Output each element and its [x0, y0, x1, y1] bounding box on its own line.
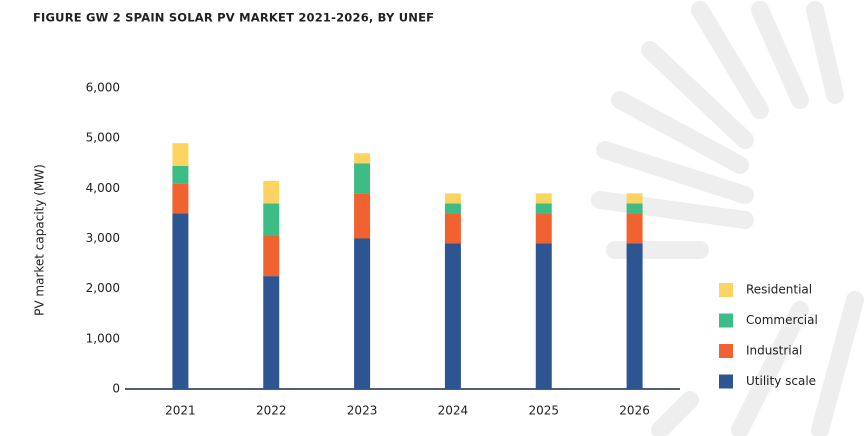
legend-swatch [719, 283, 733, 297]
bar-segment [444, 213, 461, 244]
y-tick-label: 1,000 [86, 331, 120, 345]
bar-segment [626, 243, 643, 389]
chart-title: FIGURE GW 2 SPAIN SOLAR PV MARKET 2021-2… [33, 11, 434, 25]
ray [596, 141, 754, 204]
ray [641, 41, 754, 149]
ray [811, 291, 864, 436]
bar-segment [354, 153, 371, 164]
bar-segment [444, 243, 461, 389]
legend-swatch [719, 374, 733, 389]
bar-segment [263, 203, 280, 236]
bar-segment [263, 235, 280, 277]
bar-segment [535, 203, 552, 214]
y-tick-label: 2,000 [86, 281, 120, 295]
x-tick-label: 2021 [165, 404, 196, 418]
bar-segment [626, 213, 643, 244]
bar-segment [172, 213, 189, 389]
bar-segment [354, 193, 371, 239]
bar-segment [444, 193, 461, 204]
bar-segment [172, 143, 189, 166]
legend-label: Commercial [746, 313, 818, 327]
legend-label: Residential [746, 283, 812, 297]
bar-segment [535, 243, 552, 389]
ray [691, 1, 769, 119]
ray [806, 1, 844, 104]
x-tick-label: 2025 [528, 404, 559, 418]
y-tick-label: 5,000 [86, 131, 120, 145]
bar-segment [626, 203, 643, 214]
bar-segment [354, 163, 371, 194]
bar-segment [354, 238, 371, 389]
bar-segment [172, 165, 189, 184]
y-tick-label: 4,000 [86, 181, 120, 195]
ray [591, 191, 754, 229]
x-tick-label: 2026 [619, 404, 650, 418]
bar-segment [263, 180, 280, 204]
ray [611, 91, 749, 174]
ray [651, 391, 699, 436]
legend-swatch [719, 344, 733, 358]
ray [751, 1, 809, 109]
y-tick-label: 0 [112, 382, 120, 396]
x-tick-label: 2024 [438, 404, 469, 418]
x-tick-label: 2022 [256, 404, 287, 418]
legend-label: Industrial [746, 344, 802, 358]
legend-label: Utility scale [746, 374, 816, 388]
bar-segment [535, 193, 552, 204]
ray [731, 301, 809, 436]
y-axis-label: PV market capacity (MW) [33, 164, 47, 316]
x-tick-label: 2023 [347, 404, 378, 418]
bar-segment [444, 203, 461, 214]
bar-segment [263, 276, 280, 389]
y-tick-label: 6,000 [86, 81, 120, 95]
legend-swatch [719, 313, 733, 328]
bar-segment [172, 183, 189, 214]
y-tick-label: 3,000 [86, 231, 120, 245]
bar-segment [626, 193, 643, 204]
bar-segment [535, 213, 552, 244]
